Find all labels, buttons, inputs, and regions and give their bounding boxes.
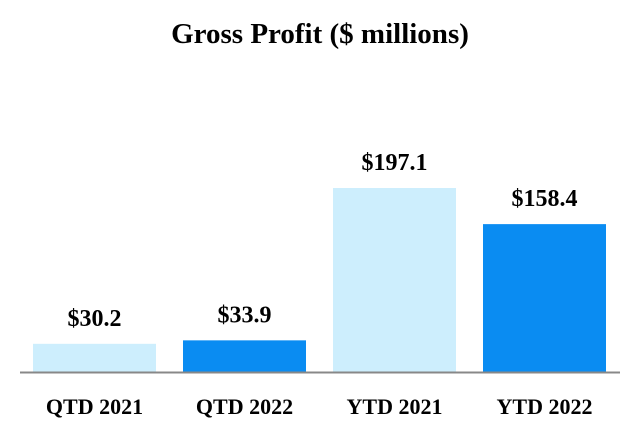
value-label: $30.2 xyxy=(68,306,122,332)
x-tick-label: YTD 2021 xyxy=(347,394,443,419)
bar-ytd-2022 xyxy=(483,224,606,372)
x-tick-label: QTD 2021 xyxy=(46,394,143,419)
x-tick-label: QTD 2022 xyxy=(196,394,293,419)
value-label: $158.4 xyxy=(512,186,578,212)
value-label: $33.9 xyxy=(218,302,272,328)
x-tick-label: YTD 2022 xyxy=(497,394,593,419)
chart-title: Gross Profit ($ millions) xyxy=(171,18,469,50)
bar-qtd-2022 xyxy=(183,340,306,372)
bar-qtd-2021 xyxy=(33,343,156,372)
bar-ytd-2021 xyxy=(333,188,456,372)
value-label: $197.1 xyxy=(362,150,428,176)
labels-layer: $30.2 QTD 2021 $33.9 QTD 2022 $197.1 YTD 2021… xyxy=(46,150,593,419)
bars-layer xyxy=(33,188,606,372)
